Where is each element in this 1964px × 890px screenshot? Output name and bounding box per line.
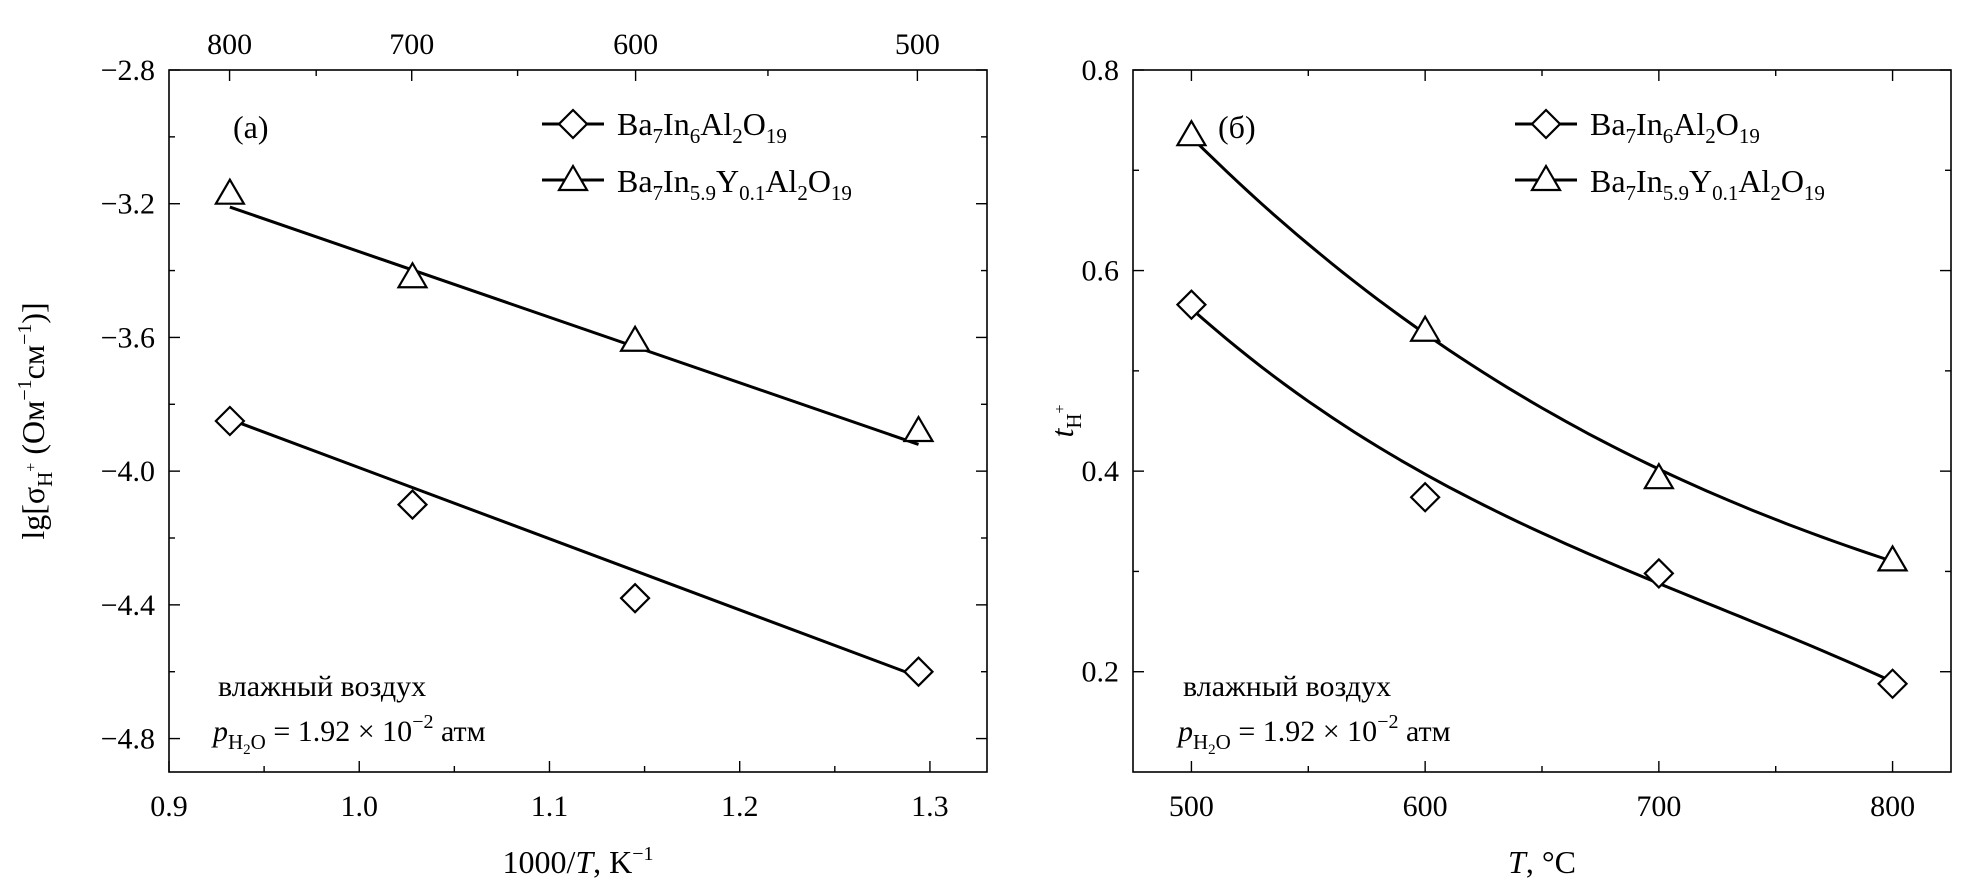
panel-b-fit-curves (1190, 136, 1894, 684)
panel-a-triangle-point (396, 261, 429, 289)
panel-b-y-tick-label: 0.6 (1082, 255, 1120, 288)
panel-a-diamond-point (396, 489, 429, 521)
panel-b-triangle-point (1876, 544, 1909, 572)
panel-b-fit-curve-2 (1190, 136, 1894, 563)
panel-a-y-tick-label: −4.8 (101, 723, 155, 756)
panel-b-x-axis-label: T, °C (1508, 844, 1576, 880)
panel-b-triangle-point (1642, 461, 1675, 490)
panel-a-diamond-point (902, 656, 935, 688)
panel-b-y-tick-label: 0.8 (1082, 54, 1120, 87)
panel-a-x-axis-label: 1000/T, K−1 (502, 843, 653, 880)
legend-b-triangle-marker (1530, 163, 1562, 192)
panel-b-annotation-line2: pH2O = 1.92 × 10−2 атм (1176, 711, 1451, 758)
panel-b-triangle-point (1175, 119, 1208, 147)
legend-a-label-2: Ba7In5.9Y0.1Al2O19 (617, 163, 852, 205)
panel-a: 0.9 1.0 1.1 1.2 1.3 −2.8 −3.2 −3.6 −4.0 −4.4 −4.8… (14, 28, 988, 880)
panel-a-annotation-line2: pH2O = 1.92 × 10−2 атм (211, 711, 486, 758)
panel-a-top-tick-label: 500 (895, 28, 940, 61)
panel-b-fit-curve-1 (1190, 307, 1894, 684)
legend-a-label-1: Ba7In6Al2O19 (617, 106, 787, 148)
panel-b-x-tick-label: 700 (1636, 790, 1681, 823)
legend-a-entry-1: Ba7In6Al2O19 (542, 106, 787, 148)
panel-a-top-axis-ticks: 800 700 600 500 (207, 28, 940, 81)
panel-a-top-tick-label: 600 (613, 28, 658, 61)
panel-a-y-tick-label: −3.2 (101, 188, 155, 221)
panel-a-x-ticks: 0.9 1.0 1.1 1.2 1.3 (150, 761, 949, 823)
panel-b-annotation-line1: влажный воздух (1183, 670, 1391, 703)
panel-b: 500 600 700 800 0.2 0.4 0.6 0.8 (б) Ba7In6Al2O… (1044, 54, 1952, 880)
panel-a-x-tick-label: 1.2 (721, 790, 759, 823)
panel-a-diamond-point (619, 582, 651, 614)
panel-a-fit-line-2 (229, 205, 920, 446)
panel-b-y-tick-label: 0.2 (1082, 656, 1120, 689)
panel-b-y-ticks: 0.2 0.4 0.6 0.8 (1082, 54, 1951, 689)
panel-b-x-ticks: 500 600 700 800 (1169, 70, 1915, 823)
panel-a-fit-lines (229, 205, 920, 679)
panel-a-fit-line-1 (229, 417, 920, 679)
legend-b-entry-2: Ba7In5.9Y0.1Al2O19 (1515, 163, 1825, 205)
panel-a-triangle-point (213, 177, 246, 205)
legend-b-label-1: Ba7In6Al2O19 (1590, 106, 1760, 148)
panel-a-y-ticks: −2.8 −3.2 −3.6 −4.0 −4.4 −4.8 (101, 54, 987, 756)
panel-a-x-tick-label: 1.3 (911, 790, 949, 823)
panel-a-y-tick-label: −2.8 (101, 54, 155, 87)
legend-b-label-2: Ba7In5.9Y0.1Al2O19 (1590, 163, 1825, 205)
panel-b-y-axis-label: tH+ (1044, 404, 1086, 437)
legend-a-triangle-marker (557, 163, 589, 192)
legend-b-entry-1: Ba7In6Al2O19 (1515, 106, 1760, 148)
panel-a-top-tick-label: 700 (389, 28, 434, 61)
panel-a-x-tick-label: 0.9 (150, 790, 188, 823)
panel-b-legend: Ba7In6Al2O19 Ba7In5.9Y0.1Al2O19 (1515, 106, 1825, 205)
panel-b-x-tick-label: 800 (1870, 790, 1915, 823)
panel-b-diamond-point (1643, 557, 1675, 589)
panel-a-label: (a) (233, 109, 269, 145)
panel-b-data-points (1175, 119, 1909, 700)
panel-b-diamond-point (1877, 668, 1909, 700)
legend-a-diamond-marker (557, 108, 589, 140)
panel-a-data-points (213, 177, 935, 688)
panel-b-diamond-point (1409, 481, 1441, 513)
legend-b-diamond-marker (1530, 108, 1562, 140)
panel-a-annotation-line1: влажный воздух (218, 670, 426, 703)
panel-a-legend: Ba7In6Al2O19 Ba7In5.9Y0.1Al2O19 (542, 106, 852, 205)
panel-a-diamond-point (214, 405, 246, 437)
panel-a-triangle-point (619, 324, 651, 352)
panel-b-diamond-point (1175, 289, 1207, 321)
panel-a-plot-frame (168, 69, 988, 773)
panel-b-label: (б) (1218, 109, 1256, 145)
panel-b-x-tick-label: 600 (1403, 790, 1448, 823)
panel-b-x-tick-label: 500 (1169, 790, 1214, 823)
panel-b-y-tick-label: 0.4 (1082, 455, 1120, 488)
panel-a-x-tick-label: 1.1 (531, 790, 569, 823)
panel-a-x-tick-label: 1.0 (340, 790, 378, 823)
panel-a-y-tick-label: −4.4 (101, 589, 155, 622)
panel-a-triangle-point (902, 414, 935, 443)
legend-a-entry-2: Ba7In5.9Y0.1Al2O19 (542, 163, 852, 205)
panel-a-y-tick-label: −3.6 (101, 321, 155, 354)
panel-a-y-tick-label: −4.0 (101, 455, 155, 488)
panel-a-y-axis-label: lg[σH+ (Ом−1см−1)] (14, 302, 57, 539)
panel-a-top-tick-label: 800 (207, 28, 252, 61)
panel-b-triangle-point (1409, 314, 1442, 342)
